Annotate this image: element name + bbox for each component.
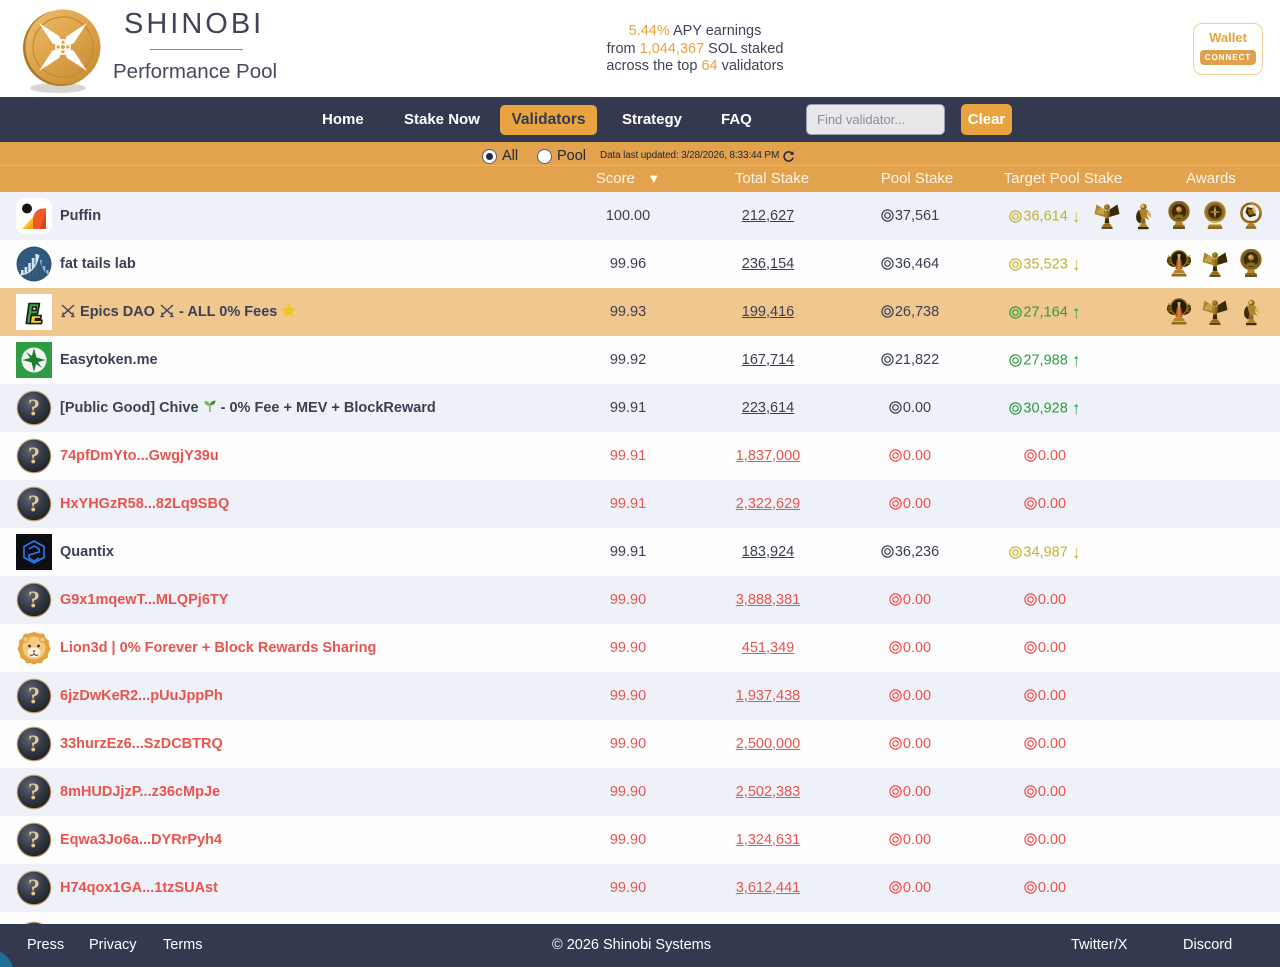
svg-text:?: ? xyxy=(28,396,40,422)
svg-text:?: ? xyxy=(28,588,40,614)
svg-text:?: ? xyxy=(28,780,40,806)
svg-text:?: ? xyxy=(28,444,40,470)
svg-text:?: ? xyxy=(28,828,40,854)
svg-text:?: ? xyxy=(28,684,40,710)
svg-text:?: ? xyxy=(28,876,40,902)
svg-text:?: ? xyxy=(28,492,40,518)
svg-text:?: ? xyxy=(28,732,40,758)
